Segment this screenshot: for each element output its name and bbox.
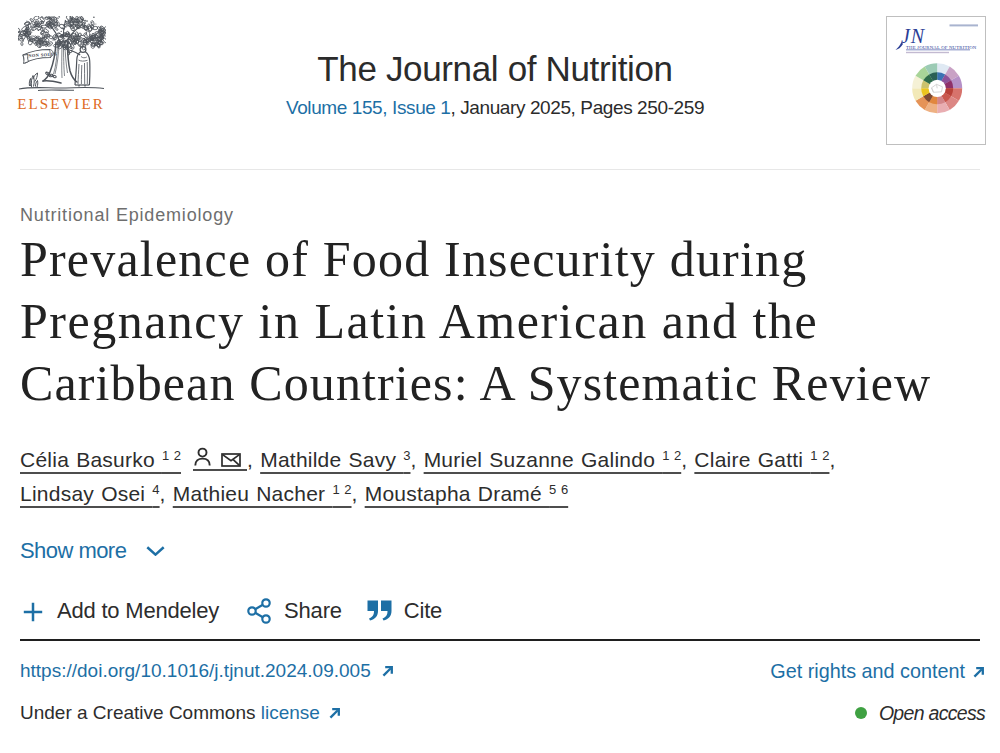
svg-text:THE JOURNAL OF NUTRITION: THE JOURNAL OF NUTRITION — [906, 45, 977, 50]
